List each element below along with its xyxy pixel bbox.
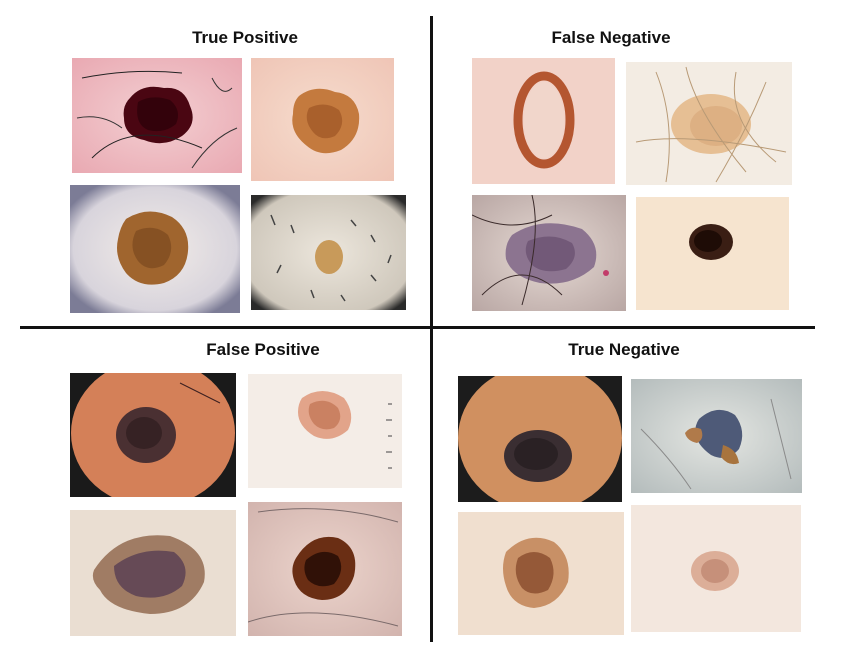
lesion-image-fp-1 [70, 373, 236, 497]
lesion-image-tn-2 [631, 379, 802, 493]
title-true-positive: True Positive [192, 28, 298, 47]
lesion-image-fp-3 [70, 510, 236, 636]
lesion-image-tn-3 [458, 512, 624, 635]
lesion-image-tn-1 [458, 376, 622, 502]
lesion-image-tn-4 [631, 505, 801, 632]
lesion-image-fn-4 [636, 197, 789, 310]
lesion-image-fp-2 [248, 374, 402, 488]
title-false-positive: False Positive [206, 340, 320, 359]
lesion-image-tp-4 [251, 195, 406, 310]
title-true-negative: True Negative [568, 340, 680, 359]
vertical-divider [430, 16, 433, 642]
horizontal-divider [20, 326, 815, 329]
lesion-image-fp-4 [248, 502, 402, 636]
lesion-image-fn-1 [472, 58, 615, 184]
lesion-image-tp-3 [70, 185, 240, 313]
lesion-image-tp-2 [251, 58, 394, 181]
title-false-negative: False Negative [551, 28, 671, 47]
lesion-image-fn-3 [472, 195, 626, 311]
lesion-image-tp-1 [72, 58, 242, 173]
lesion-image-fn-2 [626, 62, 792, 185]
